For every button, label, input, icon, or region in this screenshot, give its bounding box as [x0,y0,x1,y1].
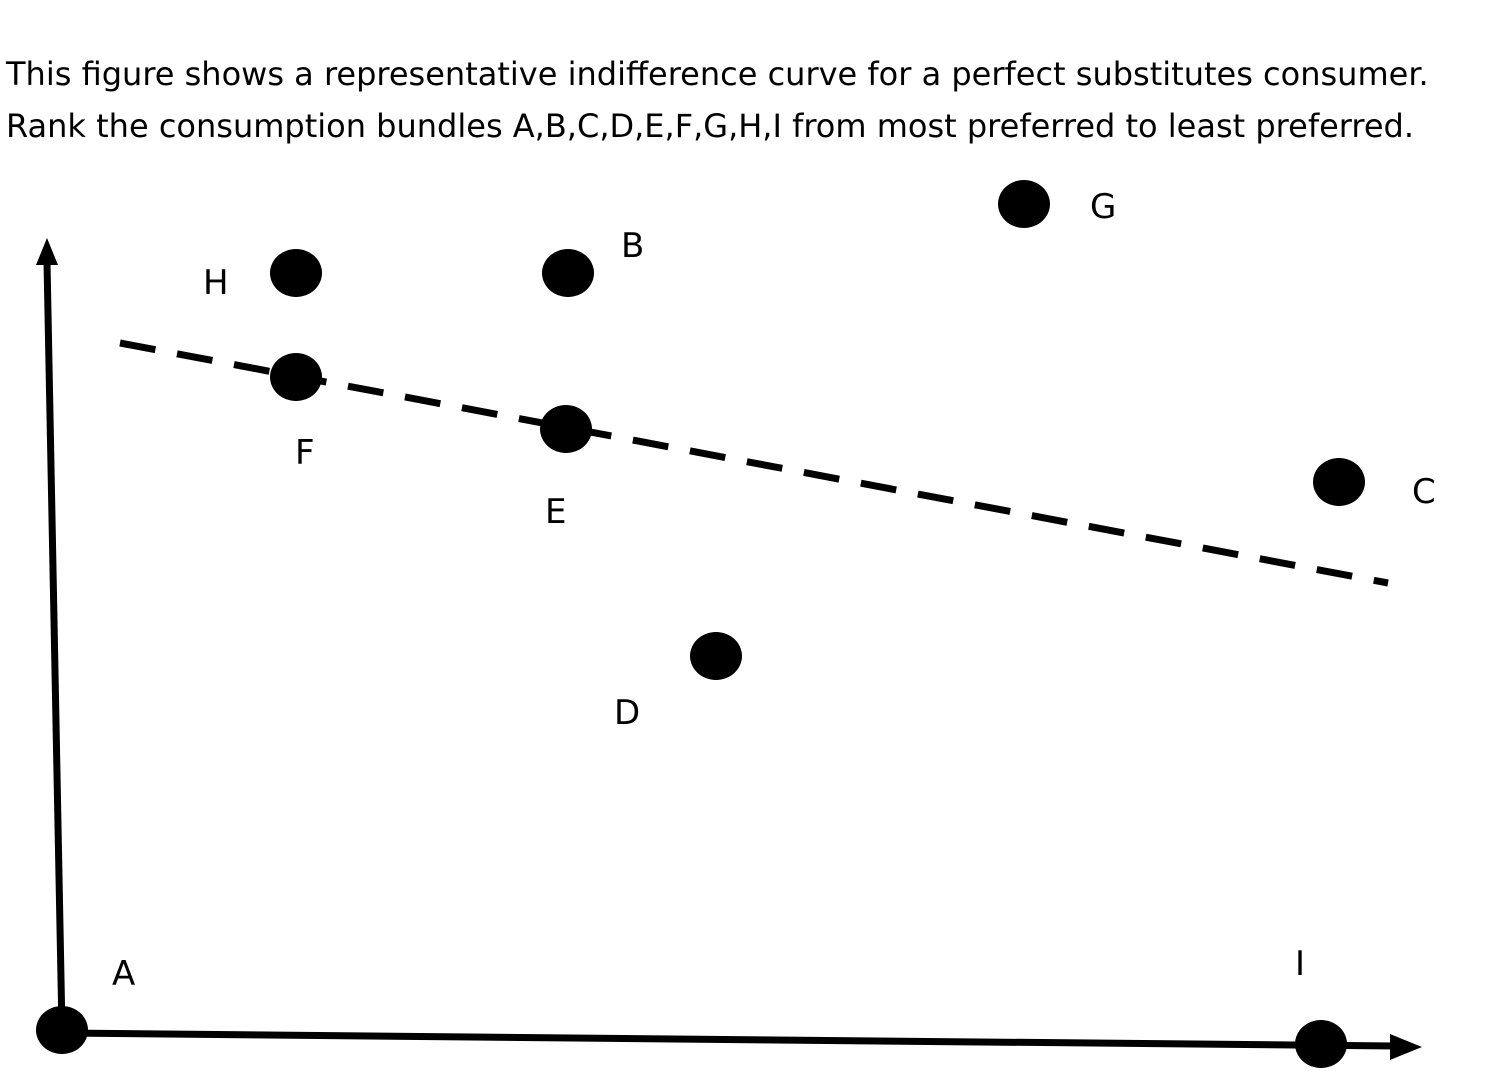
indifference-curve [119,339,1389,587]
y-axis [43,261,66,1031]
point-F-marker [270,353,322,401]
point-D-marker [690,632,742,680]
bundle-G: G [998,180,1116,228]
point-G-label: G [1090,187,1116,227]
point-G-marker [998,180,1050,228]
point-E-marker [540,405,592,453]
point-A-marker [36,1006,88,1054]
bundle-E: E [540,405,592,532]
point-F-label: F [295,433,315,473]
bundle-B: B [542,226,644,297]
point-C-label: C [1412,472,1436,512]
bundle-A: A [36,954,135,1054]
bundle-D: D [614,632,742,733]
question-text: This figure shows a representative indif… [6,55,1450,145]
point-B-label: B [621,226,644,266]
bundle-C: C [1313,458,1436,512]
point-H-marker [270,249,322,297]
bundle-H: H [203,249,322,303]
point-E-label: E [545,492,566,532]
point-H-label: H [203,263,229,303]
bundle-I: I [1295,944,1347,1068]
x-axis [61,1029,1396,1050]
point-B-marker [542,249,594,297]
point-C-marker [1313,458,1365,506]
point-I-marker [1295,1020,1347,1068]
point-A-label: A [112,954,135,994]
bundle-F: F [270,353,322,473]
x-axis-arrowhead [1390,1034,1422,1060]
point-D-label: D [614,693,640,733]
y-axis-arrowhead [36,238,58,265]
point-I-label: I [1295,944,1305,984]
